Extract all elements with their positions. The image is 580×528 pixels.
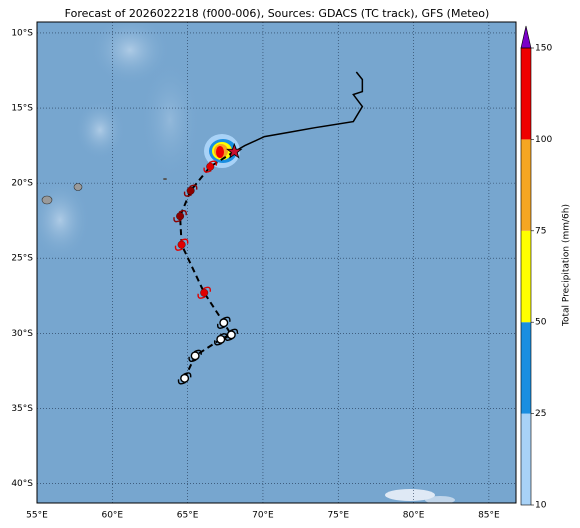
ocean: [37, 22, 516, 503]
storm-arm: [183, 184, 198, 197]
x-tick-label: 85°E: [478, 511, 500, 521]
colorbar-segment: [521, 48, 531, 140]
x-tick-label: 80°E: [403, 511, 425, 521]
storm-symbol: [226, 330, 236, 340]
colorbar-extend: [520, 25, 532, 49]
storm-symbol: [216, 334, 226, 344]
precip: [216, 146, 224, 158]
ice: [425, 496, 455, 503]
island: [73, 183, 83, 191]
x-tick-label: 70°E: [252, 511, 274, 521]
x-tick-label: 75°E: [327, 511, 349, 521]
colorbar-segment: [521, 230, 531, 323]
y-tick-label: 20°S: [11, 179, 33, 189]
colorbar-tick-label: 150: [535, 44, 552, 54]
colorbar-tick-label: 100: [535, 135, 552, 145]
map-frame: [36, 21, 517, 504]
storm-arm: [173, 210, 187, 223]
storm-symbol: [180, 373, 190, 383]
storm-arm: [216, 316, 231, 329]
y-tick-label: 30°S: [11, 329, 33, 339]
storm-arm: [177, 372, 192, 385]
colorbar-segment: [521, 413, 531, 505]
y-tick-label: 10°S: [11, 28, 33, 38]
storm-arm: [224, 328, 239, 341]
storm-arm: [203, 160, 218, 173]
storm-symbol: [219, 318, 229, 328]
map-area: [37, 22, 516, 503]
colorbar-segment: [521, 322, 531, 414]
colorbar-tick-label: 25: [535, 409, 546, 419]
bathymetry: [90, 22, 170, 85]
x-tick-label: 65°E: [177, 511, 199, 521]
storm-symbol: [206, 162, 215, 171]
colorbar-tick-label: 10: [535, 501, 547, 511]
storm-symbol: [190, 351, 200, 361]
colorbar-tick-label: 75: [535, 226, 546, 236]
storm-symbol: [177, 240, 186, 249]
colorbar-label: Total Precipitation (mm/6h): [562, 204, 572, 327]
storm-arm: [213, 333, 228, 346]
colorbar-frame: [520, 47, 532, 506]
forecast-track: [179, 150, 235, 379]
bathymetry: [37, 180, 90, 260]
past-track: [233, 71, 364, 153]
storm-arm: [174, 238, 189, 251]
storm-symbol: [200, 288, 209, 297]
storm-symbol: [176, 212, 185, 221]
colorbar-segment: [521, 139, 531, 231]
y-tick-label: 35°S: [11, 404, 33, 414]
island: [163, 178, 167, 180]
ice: [385, 489, 435, 501]
current-position: [226, 142, 243, 159]
x-tick-label: 60°E: [101, 511, 123, 521]
island: [41, 195, 53, 205]
storm-arm: [188, 349, 202, 362]
colorbar-tick-label: 50: [535, 318, 547, 328]
x-tick-label: 55°E: [26, 511, 48, 521]
bathymetry: [140, 60, 200, 180]
y-tick-label: 15°S: [11, 104, 33, 114]
bathymetry: [75, 100, 125, 160]
y-tick-label: 40°S: [11, 479, 33, 489]
title: Forecast of 2026022218 (f000-006), Sourc…: [65, 7, 490, 20]
storm-symbol: [186, 186, 195, 195]
storm-arm: [197, 286, 212, 299]
y-tick-label: 25°S: [11, 254, 33, 264]
